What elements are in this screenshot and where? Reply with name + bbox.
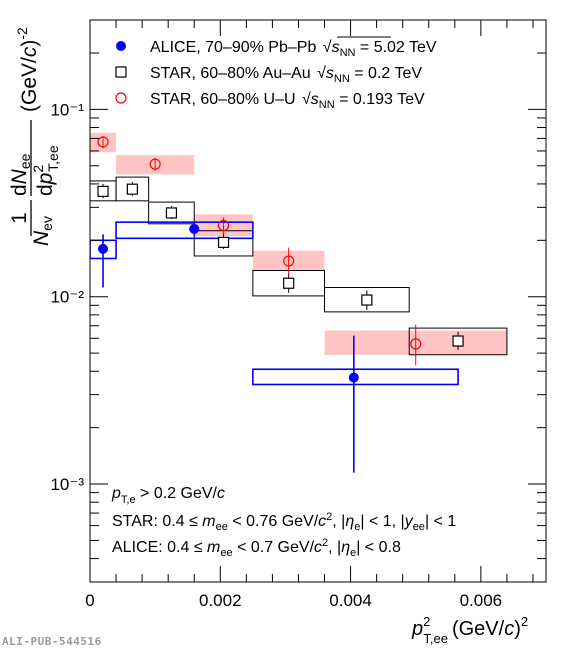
plot-frame	[89, 19, 547, 583]
axis-ticks	[89, 19, 546, 583]
sys-box	[252, 368, 459, 386]
data-point-alice	[98, 243, 109, 254]
sys-box	[324, 286, 410, 313]
x-tick-label: 0	[85, 591, 94, 610]
data-point-star-auau	[97, 185, 109, 197]
annotation-block: pT,e > 0.2 GeV/c STAR: 0.4 ≤ mee < 0.76 …	[111, 485, 456, 559]
y-tick-label: 10⁻³	[50, 475, 84, 494]
data-point-star-uu	[283, 255, 295, 267]
data-markers	[97, 136, 464, 383]
y-tick-label: 10⁻²	[50, 288, 84, 307]
legend-label-star-uu: STAR, 60–80% U–U √sNN = 0.193 TeV	[150, 91, 425, 111]
systematic-boxes	[90, 132, 508, 386]
data-point-star-auau	[283, 277, 295, 289]
legend: ALICE, 70–90% Pb–Pb √sNN = 5.02 TeV STAR…	[115, 36, 437, 111]
sys-box	[115, 176, 150, 202]
data-point-alice	[189, 223, 200, 234]
sys-box	[408, 327, 508, 356]
x-tick-label: 0.006	[460, 591, 503, 610]
svg-text:1: 1	[8, 212, 31, 224]
legend-marker-alice	[116, 41, 126, 51]
y-axis-title: 1 Nev dNee dp2T,ee (GeV/c)-2	[8, 27, 61, 246]
data-point-star-uu	[149, 158, 161, 170]
watermark: ALI-PUB-544516	[2, 635, 102, 648]
legend-sqrt-bar-1	[337, 36, 391, 38]
data-point-alice	[348, 372, 359, 383]
data-point-star-auau	[452, 335, 464, 347]
sys-box	[115, 221, 254, 240]
sys-box	[148, 201, 195, 225]
legend-marker-star-uu	[115, 92, 127, 104]
annotation-star-cuts: STAR: 0.4 ≤ mee < 0.76 GeV/c2, |ηe| < 1,…	[112, 511, 456, 533]
data-point-star-auau	[361, 294, 373, 306]
annotation-alice-cuts: ALICE: 0.4 ≤ mee < 0.7 GeV/c2, |ηe| < 0.…	[112, 537, 401, 559]
error-bars	[102, 136, 459, 473]
svg-text:dp2T,ee: dp2T,ee	[30, 145, 61, 196]
axis-tick-labels: 0 0.002 0.004 0.006 10⁻³ 10⁻² 10⁻¹	[50, 100, 502, 610]
y-tick-label: 10⁻¹	[50, 100, 84, 119]
data-point-star-auau	[217, 236, 230, 248]
x-tick-label: 0.004	[329, 591, 372, 610]
legend-label-star-auau: STAR, 60–80% Au–Au √sNN = 0.2 TeV	[150, 65, 422, 85]
svg-text:(GeV/c)-2: (GeV/c)-2	[14, 27, 41, 112]
svg-text:Nev: Nev	[30, 216, 55, 246]
annotation-pt-cut: pT,e > 0.2 GeV/c	[111, 485, 225, 506]
data-point-star-auau	[126, 183, 138, 195]
x-axis-title: p2 T,ee (GeV/c)2	[411, 614, 528, 646]
data-point-star-uu	[217, 219, 230, 232]
x-tick-label: 0.002	[199, 591, 242, 610]
legend-label-alice: ALICE, 70–90% Pb–Pb √sNN = 5.02 TeV	[150, 39, 437, 59]
data-point-star-uu	[97, 136, 109, 148]
data-point-star-uu	[410, 338, 422, 350]
svg-text:dNee: dNee	[8, 153, 33, 196]
data-point-star-auau	[165, 207, 178, 219]
legend-marker-star-auau	[115, 66, 127, 78]
